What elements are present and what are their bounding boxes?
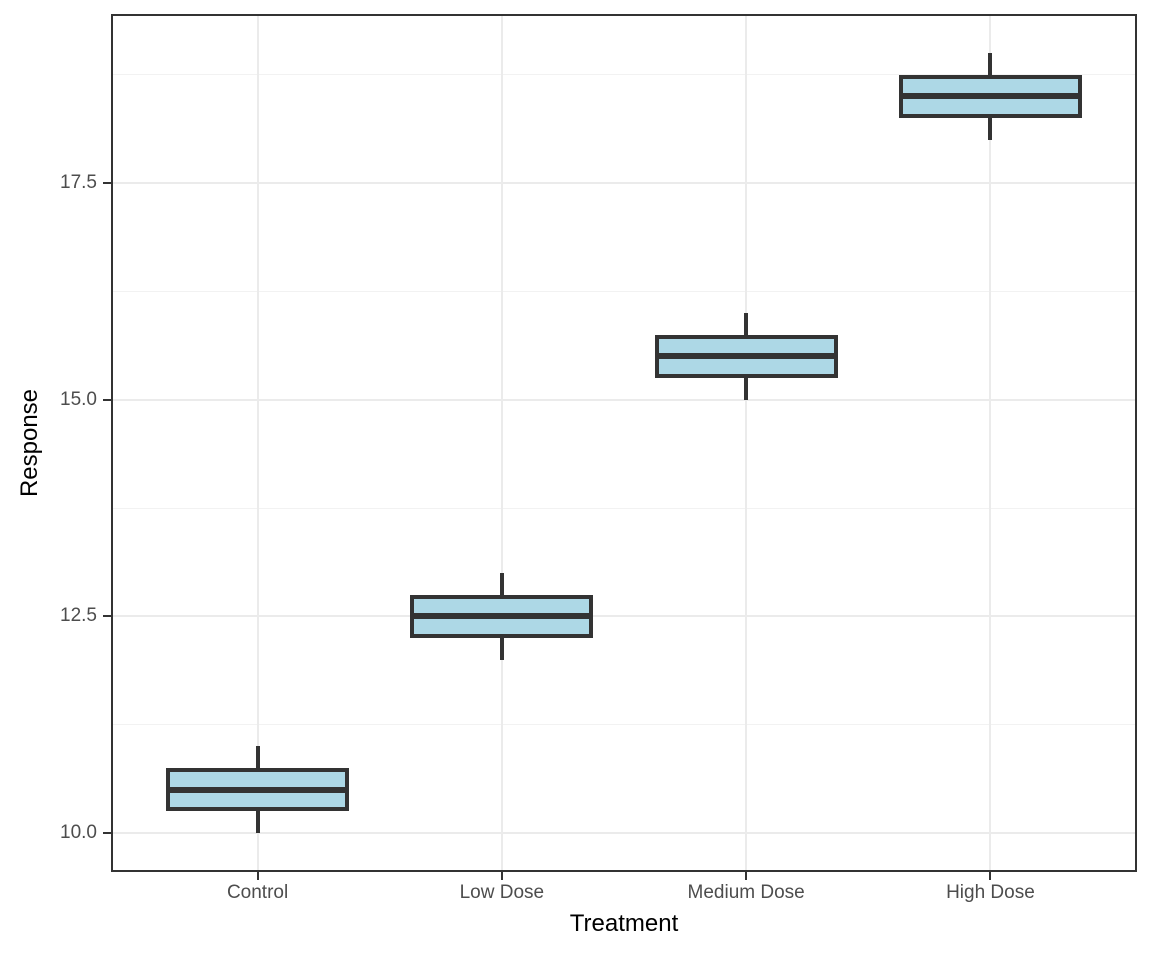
x-tick-label: High Dose [946,882,1035,903]
gridline-vertical [989,14,992,872]
y-axis-tick [103,832,111,834]
boxplot-median-line [898,93,1083,100]
x-tick-label: Control [226,882,289,903]
boxplot-median-line [654,353,838,360]
gridline-minor [111,74,1137,76]
gridline-minor [111,290,1137,292]
y-axis-title: Response [16,388,43,498]
y-tick-label: 15.0 [60,388,97,410]
boxplot-median-line [165,786,350,793]
gridline-major [111,832,1137,834]
plot-panel [111,14,1137,872]
gridline-major [111,615,1137,618]
gridline-vertical [256,14,259,872]
x-axis-title: Treatment [569,910,679,937]
y-axis-tick [103,398,111,401]
y-tick-label: 17.5 [60,172,97,193]
gridline-major [111,182,1137,184]
gridline-minor [111,724,1137,726]
y-axis-tick [103,182,111,184]
y-axis-tick [103,615,111,618]
x-tick-label: Low Dose [459,882,545,903]
gridline-vertical [745,14,748,872]
gridline-minor [111,507,1137,509]
y-tick-label: 10.0 [60,822,97,843]
x-axis-tick [989,872,992,880]
x-axis-tick [256,872,259,880]
y-tick-label: 12.5 [60,605,97,627]
x-axis-tick [745,872,748,880]
x-tick-label: Medium Dose [687,882,805,903]
boxplot-median-line [410,613,594,620]
x-axis-tick [500,872,503,880]
gridline-major [111,398,1137,401]
gridline-vertical [500,14,503,872]
